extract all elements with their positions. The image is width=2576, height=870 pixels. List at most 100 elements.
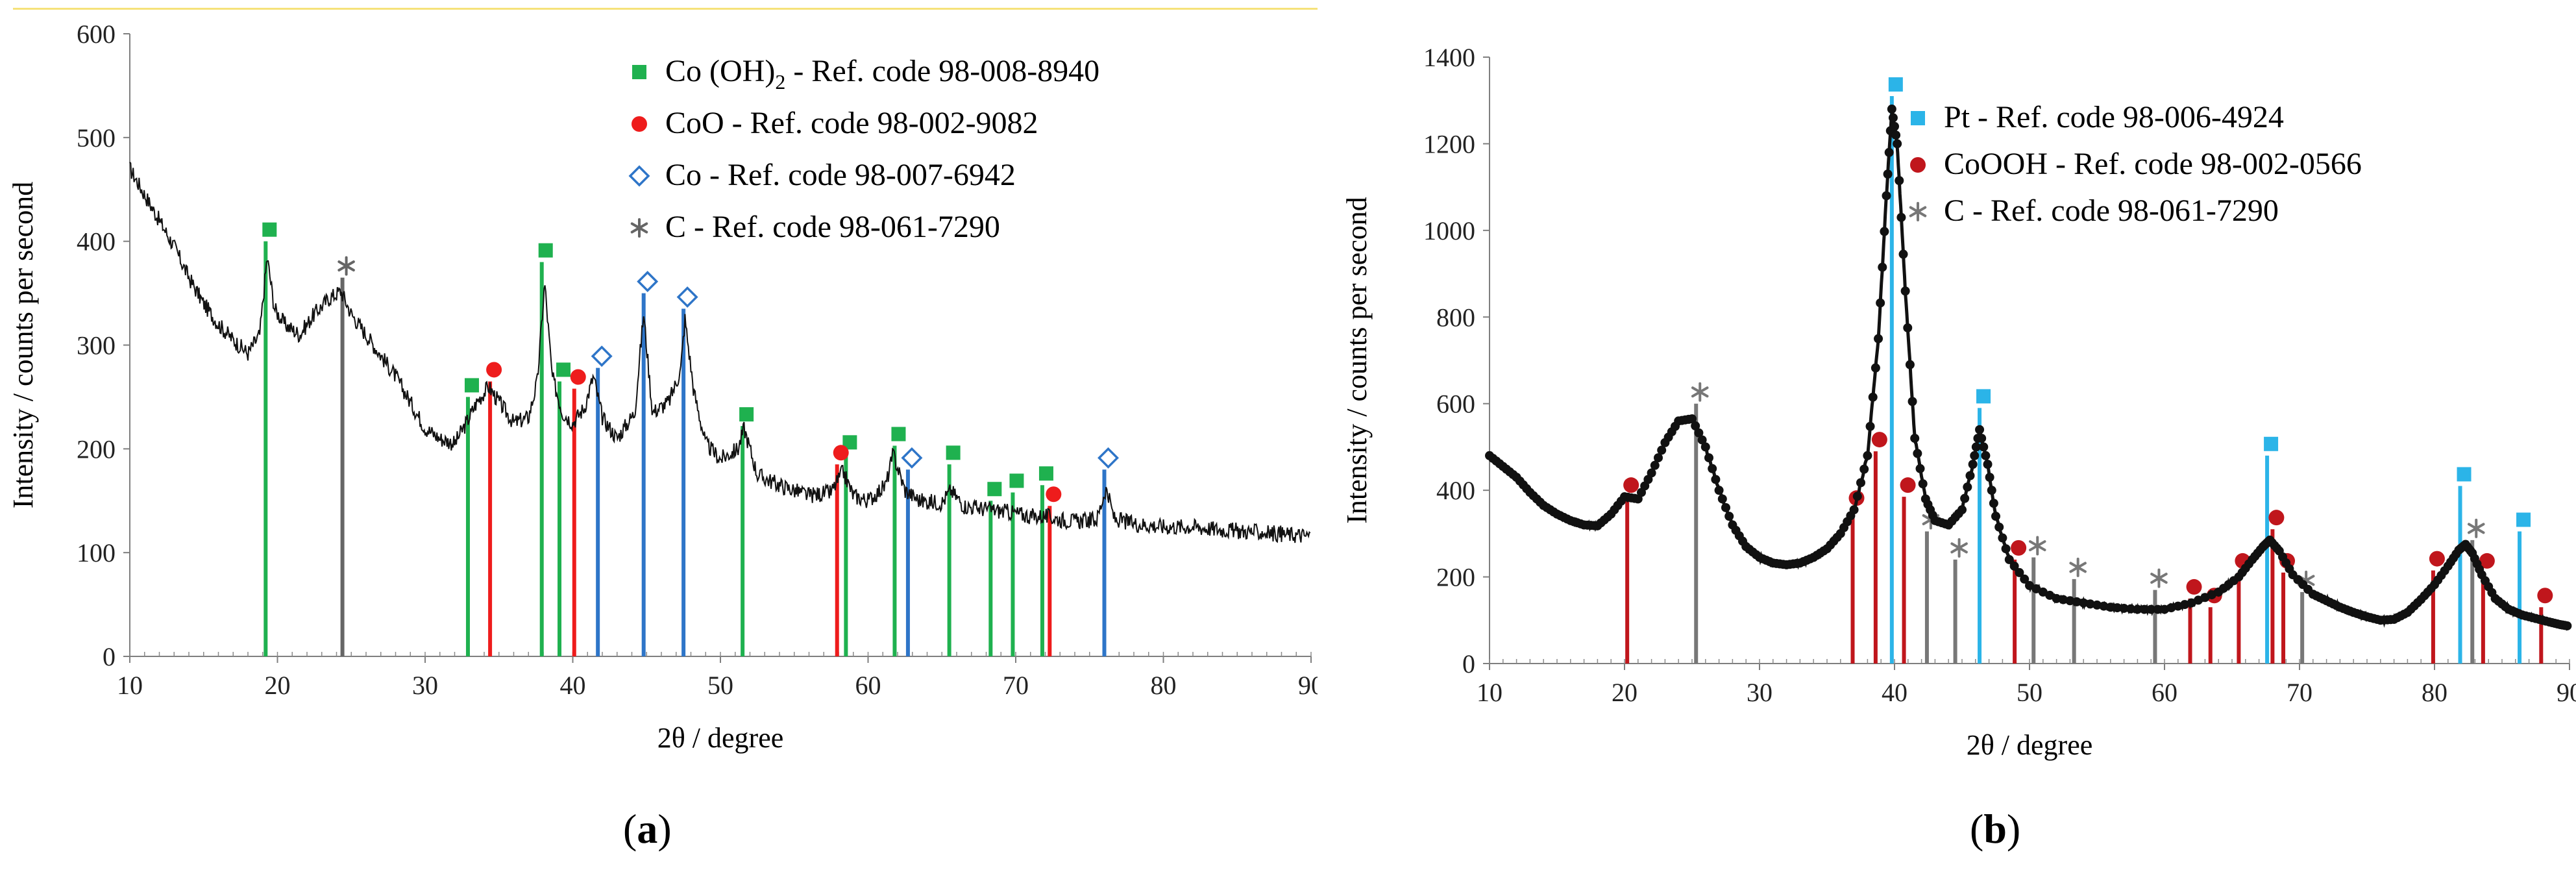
- xrd-point: [1981, 451, 1991, 460]
- xrd-point: [1874, 334, 1883, 343]
- panel-b-caption: (b): [1970, 806, 2021, 852]
- xrd-point: [2119, 603, 2129, 613]
- xrd-point: [1852, 491, 1862, 501]
- xrd-point: [1957, 505, 1967, 515]
- legend-text-main: C - Ref. code 98-061-7290: [665, 210, 1000, 244]
- xrd-point: [1968, 460, 1978, 469]
- xrd-point: [2065, 596, 2075, 606]
- xrd-point: [2045, 590, 2055, 600]
- xrd-point: [1694, 428, 1704, 438]
- xrd-point: [1888, 113, 1898, 123]
- xrd-point: [2059, 595, 2068, 604]
- reference-marker-CoOH2: [556, 362, 571, 377]
- xrd-point: [1687, 414, 1697, 424]
- reference-marker-C: [2150, 568, 2168, 588]
- xrd-point: [2009, 561, 2019, 571]
- x-tick-label: 30: [412, 671, 438, 700]
- reference-marker-C: [337, 256, 355, 276]
- xrd-point: [1895, 176, 1904, 186]
- xrd-pattern-line: [129, 162, 1311, 543]
- xrd-point: [2105, 603, 2115, 612]
- y-tick-label: 500: [77, 123, 116, 153]
- xrd-point: [1717, 494, 1727, 504]
- xrd-point: [1724, 512, 1734, 521]
- reference-marker-CoOOH: [2268, 510, 2285, 526]
- reference-marker-CoOH2: [1038, 466, 1053, 481]
- y-tick-label: 800: [1436, 303, 1475, 332]
- xrd-point: [2052, 593, 2061, 603]
- reference-marker-CoOOH: [2429, 551, 2445, 567]
- reference-marker-Co: [901, 447, 923, 469]
- x-tick-label: 50: [2017, 678, 2042, 707]
- xrd-point: [1887, 105, 1896, 114]
- x-minor-ticks: [129, 652, 1312, 656]
- xrd-point: [1960, 493, 1970, 503]
- reference-marker-CoO: [570, 369, 586, 385]
- legend-text-rest: - Ref. code 98-008-8940: [785, 54, 1099, 88]
- xrd-point: [1878, 262, 1887, 272]
- reference-marker-Co: [676, 286, 698, 308]
- x-tick-label: 70: [2287, 678, 2312, 707]
- reference-marker-CoOH2: [739, 407, 754, 422]
- xrd-point: [2020, 574, 2030, 584]
- xrd-point: [1697, 435, 1707, 445]
- reference-marker-CoOOH: [2186, 578, 2202, 595]
- panel-a: 10 20 30 40 50 60 70 80 90 0 100 200 300 400 500 600 2θ …: [7, 8, 1324, 852]
- xrd-point: [2079, 598, 2089, 608]
- xrd-point: [1691, 421, 1700, 430]
- reference-marker-Pt: [1976, 389, 1991, 404]
- reference-marker-CoOOH: [2537, 588, 2553, 604]
- x-tick-label: 20: [265, 671, 291, 700]
- xrd-point: [1711, 475, 1721, 484]
- xrd-point: [1859, 464, 1869, 474]
- xrd-point: [1882, 191, 1891, 201]
- xrd-point: [2038, 587, 2048, 597]
- legend-text-main: Co (OH): [665, 54, 775, 88]
- legend-marker-C: [1909, 202, 1927, 221]
- xrd-point: [1704, 453, 1713, 463]
- xrd-point: [1905, 360, 1915, 369]
- y-tick-label: 400: [1436, 476, 1475, 505]
- xrd-point: [1983, 460, 1993, 469]
- reference-marker-CoOOH: [1623, 477, 1639, 493]
- y-axis-title: Intensity / counts per second: [7, 182, 39, 508]
- reference-marker-Pt: [2457, 467, 2472, 482]
- reference-marker-CoOOH: [1900, 477, 1916, 493]
- y-tick-label: 600: [77, 19, 116, 49]
- legend-label-CoOH2: Co (OH)2 - Ref. code 98-008-8940: [665, 54, 1099, 93]
- chart-b: 10 20 30 40 50 60 70 80 90 0 200 400 600 800 1000 1200 1…: [1341, 43, 2576, 761]
- reference-marker-C: [2069, 557, 2087, 577]
- y-tick-label: 200: [77, 434, 116, 464]
- legend-marker-Pt: [1911, 111, 1925, 125]
- xrd-point: [1991, 512, 2000, 521]
- legend-text-main: CoOOH - Ref. code 98-002-0566: [1944, 147, 2362, 181]
- y-tick-label: 1400: [1423, 43, 1475, 72]
- panel-b: 10 20 30 40 50 60 70 80 90 0 200 400 600 800 1000 1200 1…: [1321, 0, 2576, 870]
- xrd-point: [2153, 604, 2163, 614]
- xrd-point: [1884, 147, 1894, 157]
- y-tick-label: 600: [1436, 390, 1475, 419]
- xrd-point: [1970, 451, 1980, 460]
- xrd-point: [1900, 286, 1910, 296]
- xrd-point: [1700, 442, 1710, 452]
- xrd-point: [2133, 604, 2142, 614]
- reference-marker-CoOH2: [987, 482, 1002, 497]
- xrd-point: [2146, 604, 2156, 614]
- top-divider: [13, 8, 1318, 10]
- xrd-point: [1849, 505, 1859, 515]
- xrd-point: [1876, 298, 1885, 308]
- xrd-point: [1975, 425, 1985, 434]
- xrd-point: [1654, 453, 1663, 463]
- reference-marker-CoO: [833, 445, 849, 461]
- legend-label-CoOOH: CoOOH - Ref. code 98-002-0566: [1944, 147, 2362, 181]
- xrd-point: [1647, 468, 1656, 478]
- xrd-point: [2001, 544, 2011, 554]
- x-tick-label: 40: [1882, 678, 1907, 707]
- xrd-point: [1994, 522, 2004, 532]
- reference-marker-Co: [591, 345, 613, 367]
- xrd-point: [1989, 499, 1998, 508]
- xrd-point: [1987, 486, 1996, 495]
- reference-marker-Pt: [2516, 512, 2531, 527]
- reference-marker-Co: [1098, 447, 1119, 469]
- x-tick-label: 20: [1612, 678, 1638, 707]
